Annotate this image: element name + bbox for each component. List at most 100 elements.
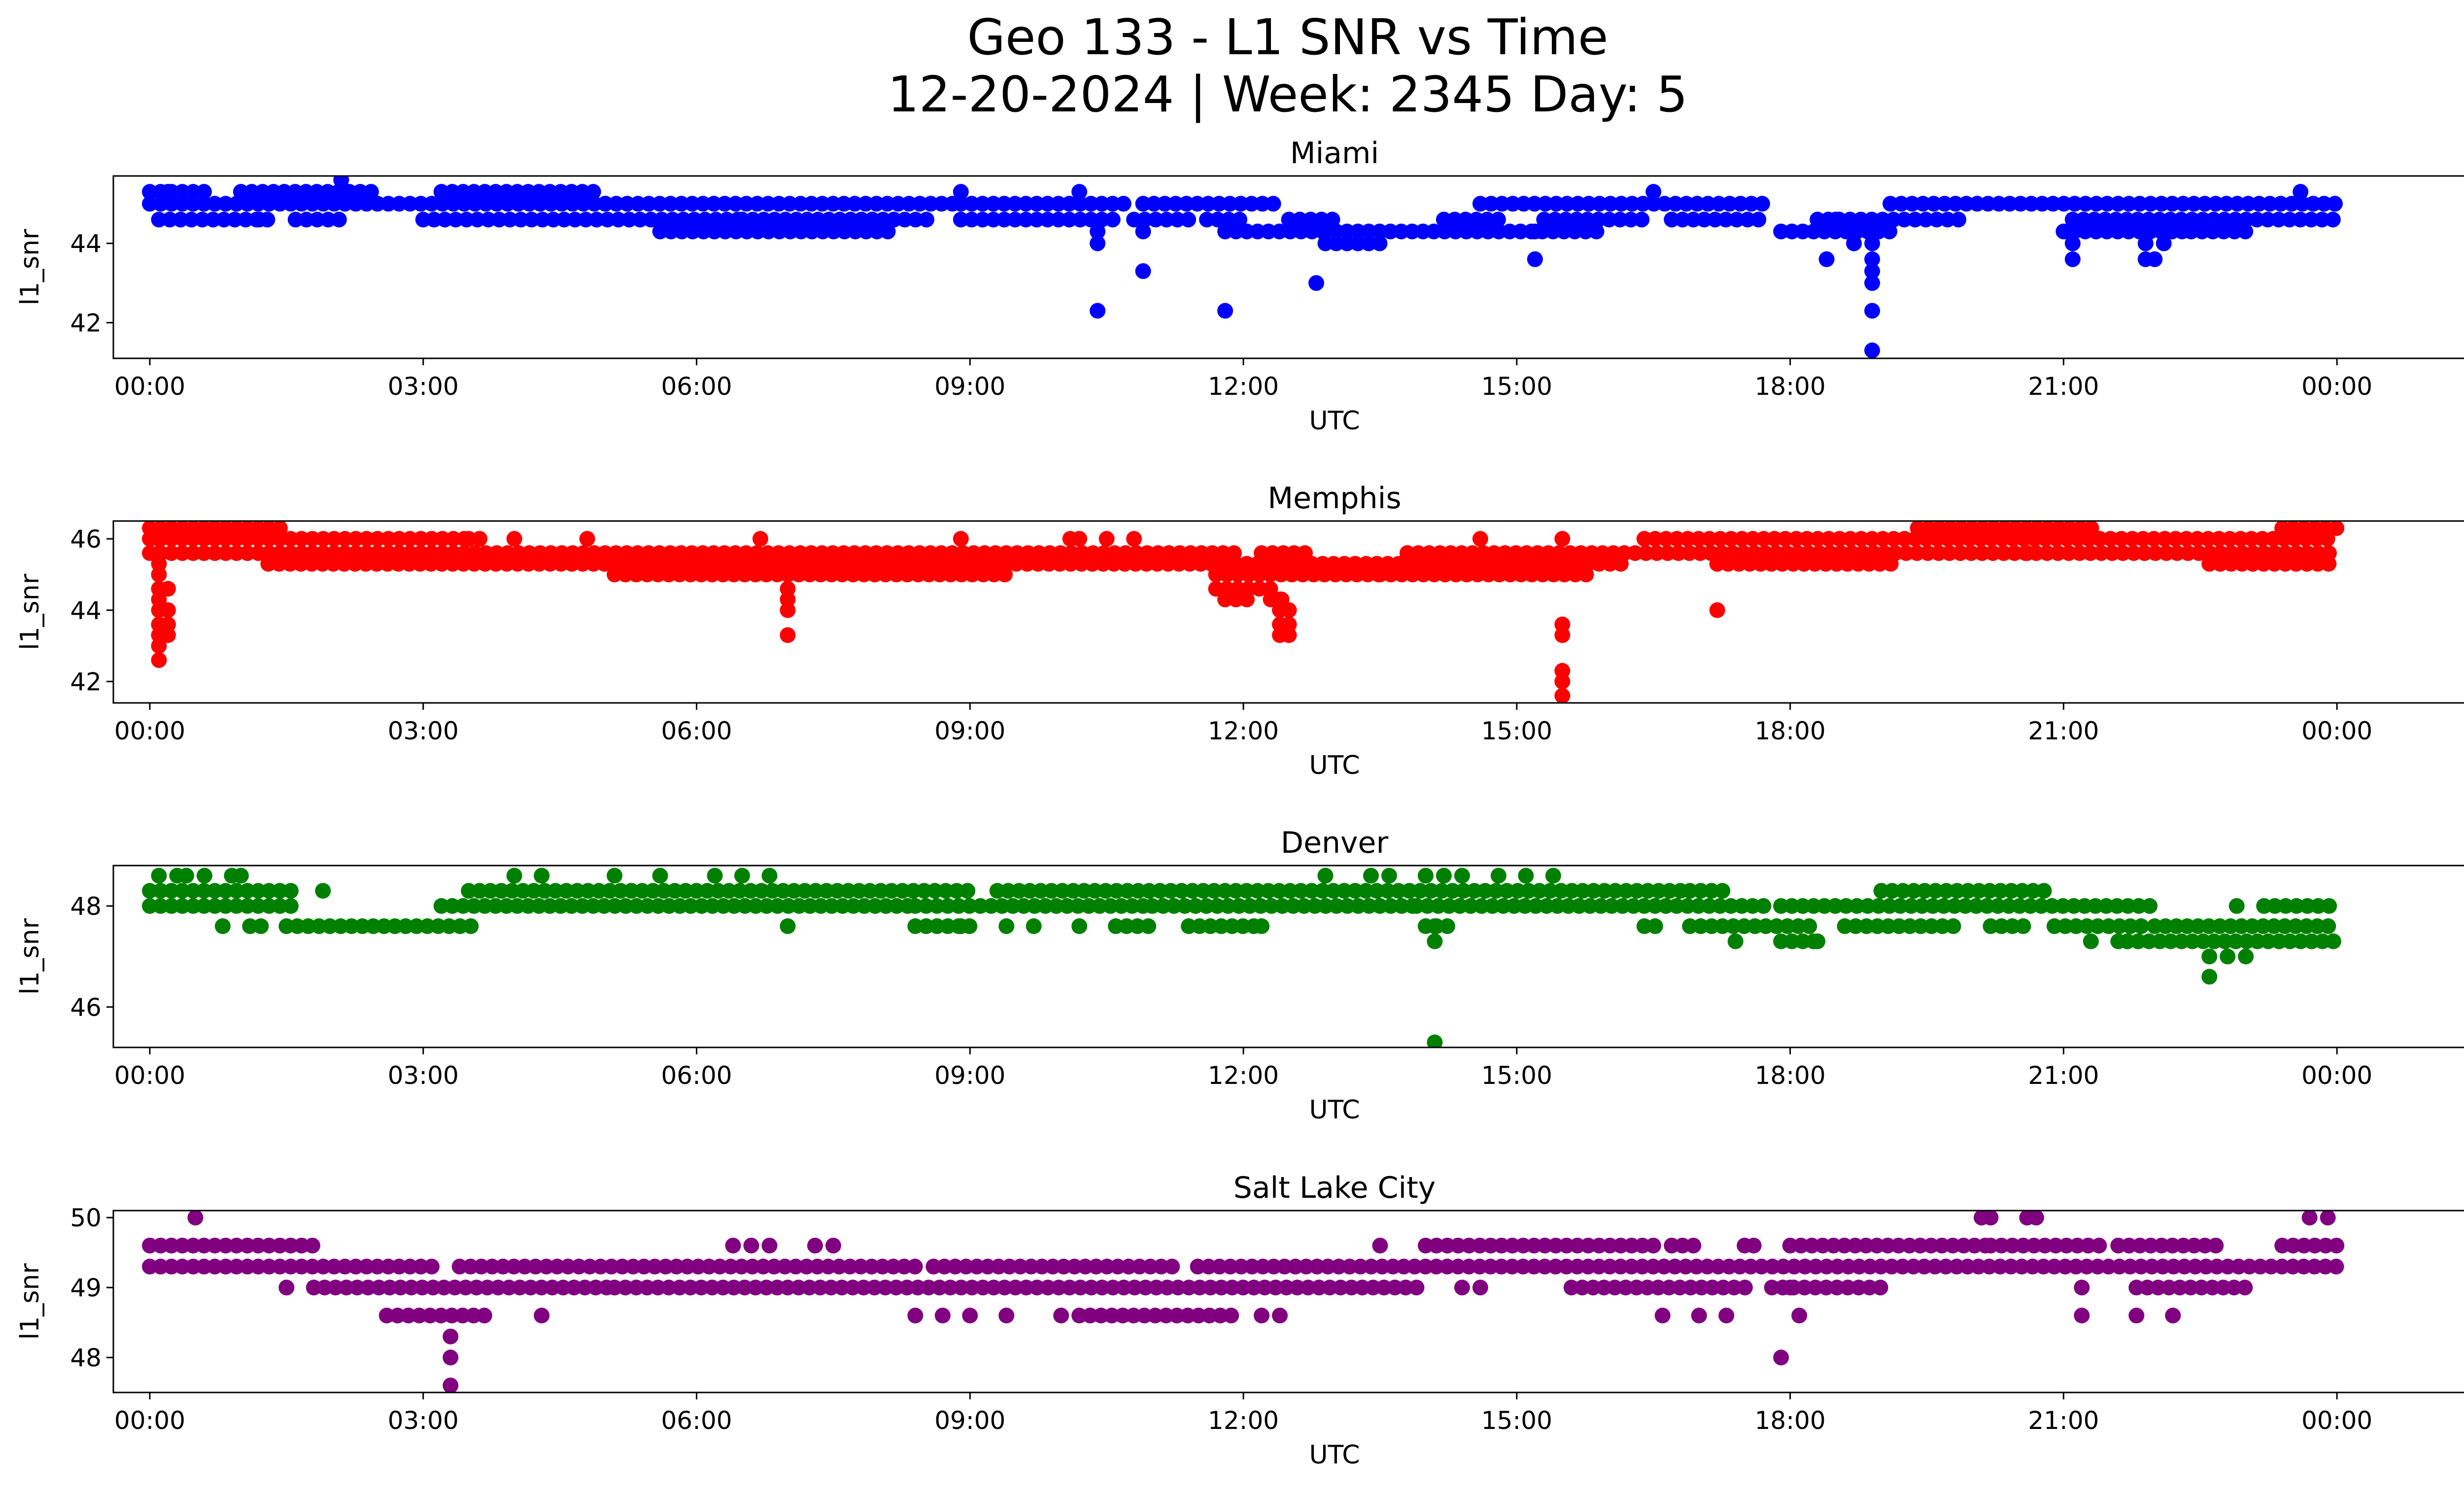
point (322, 918, 338, 934)
point (2066, 898, 2082, 914)
x-tick-label: 18:00 (1755, 717, 1826, 745)
point (2168, 918, 2185, 934)
point (253, 918, 269, 934)
point (276, 184, 292, 200)
point (1048, 898, 1064, 914)
point (961, 898, 978, 914)
point (174, 184, 190, 200)
point (151, 211, 167, 228)
point (261, 883, 277, 899)
point (884, 883, 900, 899)
point (985, 211, 1001, 228)
point (760, 196, 776, 212)
point (1135, 223, 1151, 240)
point (1903, 898, 1919, 914)
point (560, 1258, 576, 1275)
point (823, 1280, 839, 1296)
point (1732, 1258, 1748, 1275)
point (661, 566, 677, 583)
point (1894, 1258, 1911, 1275)
point (782, 196, 798, 212)
point (1437, 223, 1453, 240)
x-tick-label: 18:00 (1755, 372, 1826, 401)
point (1450, 1258, 1466, 1275)
point (918, 898, 934, 914)
point (1298, 1258, 1314, 1275)
point (217, 883, 234, 899)
point (2128, 1280, 2145, 1296)
point (358, 196, 375, 212)
point (791, 898, 807, 914)
point (402, 1258, 418, 1275)
point (2208, 1237, 2224, 1253)
point (2151, 211, 2167, 228)
point (379, 556, 396, 572)
point (1159, 1280, 1175, 1296)
point (1008, 556, 1025, 572)
point (2120, 898, 2136, 914)
point (996, 196, 1012, 212)
point (1126, 1307, 1142, 1323)
point (1916, 883, 1933, 899)
point (400, 1307, 416, 1323)
point (760, 223, 777, 240)
point (686, 211, 702, 228)
point (721, 883, 737, 899)
point (1634, 1258, 1650, 1275)
point (2189, 531, 2205, 547)
point (2184, 211, 2200, 228)
y-tick-label: 48 (70, 892, 102, 921)
x-tick-label: 09:00 (934, 717, 1005, 745)
point (2197, 196, 2213, 212)
point (1461, 1258, 1477, 1275)
point (250, 1258, 266, 1275)
point (441, 918, 457, 934)
point (2122, 1258, 2138, 1275)
point (2175, 196, 2191, 212)
point (1254, 1307, 1270, 1323)
point (748, 1280, 764, 1296)
point (141, 1258, 158, 1275)
point (607, 1280, 623, 1296)
point (1527, 223, 1543, 240)
figure-title-line2: 12-20-2024 | Week: 2345 Day: 5 (888, 66, 1688, 123)
point (1206, 883, 1222, 899)
point (1071, 1307, 1088, 1323)
point (205, 211, 221, 228)
point (477, 898, 493, 914)
point (775, 883, 791, 899)
point (1564, 883, 1580, 899)
point (959, 883, 976, 899)
point (196, 1237, 212, 1253)
point (2139, 1280, 2156, 1296)
point (868, 196, 885, 212)
x-tick-label: 12:00 (1208, 372, 1279, 401)
point (2147, 545, 2163, 561)
point (1982, 883, 1998, 899)
point (2129, 211, 2146, 228)
point (1454, 1280, 1470, 1296)
point (1793, 1237, 1809, 1253)
point (1623, 1258, 1640, 1275)
point (1084, 556, 1100, 572)
point (1454, 868, 1470, 884)
point (758, 566, 775, 583)
point (473, 1258, 489, 1275)
panel-title-miami: Miami (1290, 136, 1379, 171)
point (1518, 868, 1534, 884)
point (722, 1258, 739, 1275)
point (1661, 1280, 1677, 1296)
point (2110, 196, 2126, 212)
point (1860, 898, 1876, 914)
point (2074, 1280, 2090, 1296)
point (2289, 898, 2305, 914)
point (282, 196, 299, 212)
point (2273, 196, 2289, 212)
point (2033, 898, 2050, 914)
point (469, 211, 485, 228)
point (873, 883, 889, 899)
point (845, 1280, 861, 1296)
point (1580, 1258, 1596, 1275)
point (2274, 1258, 2290, 1275)
